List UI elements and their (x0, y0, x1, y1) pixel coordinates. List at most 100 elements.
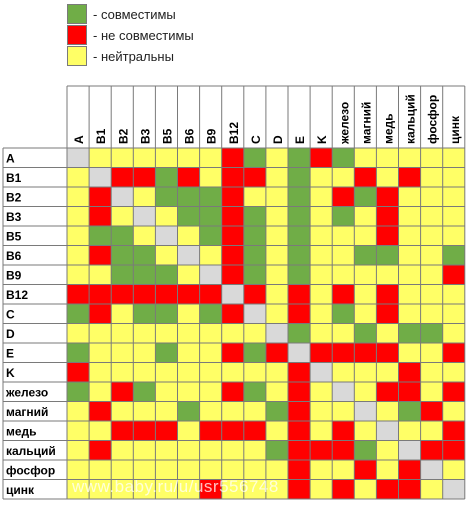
cell-A-B12 (221, 148, 244, 168)
cell-магний-цинк (442, 401, 465, 421)
cell-B5-B3 (133, 226, 156, 246)
cell-кальций-A (67, 440, 90, 460)
cell-B3-железо (332, 206, 355, 226)
cell-B1-B9 (199, 167, 222, 187)
cell-D-медь (376, 323, 399, 343)
cell-B6-B6 (177, 245, 200, 265)
cell-C-E (288, 304, 311, 324)
cell-B12-B1 (89, 284, 112, 304)
cell-B12-A (67, 284, 90, 304)
column-label: B3 (138, 128, 152, 144)
column-label: цинк (448, 115, 462, 144)
cell-A-B2 (111, 148, 134, 168)
cell-B9-магний (354, 265, 377, 285)
cell-C-B6 (177, 304, 200, 324)
column-label: фосфор (426, 95, 440, 144)
cell-E-A (67, 343, 90, 363)
cell-медь-B3 (133, 421, 156, 441)
cell-B3-магний (354, 206, 377, 226)
cell-B2-кальций (398, 187, 421, 207)
cell-медь-D (265, 421, 288, 441)
legend-swatch-incompatible (67, 25, 87, 45)
cell-магний-B3 (133, 401, 156, 421)
legend-swatch-neutral (67, 46, 87, 66)
cell-магний-B9 (199, 401, 222, 421)
cell-C-D (265, 304, 288, 324)
cell-магний-B12 (221, 401, 244, 421)
cell-B6-магний (354, 245, 377, 265)
cell-D-железо (332, 323, 355, 343)
cell-B1-K (310, 167, 333, 187)
cell-A-кальций (398, 148, 421, 168)
cell-цинк-B12 (221, 479, 244, 499)
cell-фосфор-B5 (155, 460, 178, 480)
cell-B2-B6 (177, 187, 200, 207)
cell-A-железо (332, 148, 355, 168)
cell-D-E (288, 323, 311, 343)
cell-кальций-D (265, 440, 288, 460)
cell-B9-B9 (199, 265, 222, 285)
cell-магний-железо (332, 401, 355, 421)
cell-B1-A (67, 167, 90, 187)
cell-D-B1 (89, 323, 112, 343)
cell-железо-B5 (155, 382, 178, 402)
cell-B2-цинк (442, 187, 465, 207)
legend-swatch-compatible (67, 4, 87, 24)
cell-B1-B5 (155, 167, 178, 187)
cell-B2-E (288, 187, 311, 207)
cell-A-C (243, 148, 266, 168)
row-label: C (6, 307, 15, 321)
cell-B6-E (288, 245, 311, 265)
cell-B5-фосфор (420, 226, 443, 246)
cell-B12-B3 (133, 284, 156, 304)
cell-B12-кальций (398, 284, 421, 304)
cell-B5-кальций (398, 226, 421, 246)
cell-D-D (265, 323, 288, 343)
cell-C-кальций (398, 304, 421, 324)
cell-E-B2 (111, 343, 134, 363)
cell-A-B9 (199, 148, 222, 168)
cell-медь-B12 (221, 421, 244, 441)
cell-медь-железо (332, 421, 355, 441)
cell-D-B2 (111, 323, 134, 343)
cell-B6-A (67, 245, 90, 265)
row-label: D (6, 327, 15, 341)
cell-магний-магний (354, 401, 377, 421)
cell-магний-D (265, 401, 288, 421)
cell-B3-цинк (442, 206, 465, 226)
cell-B5-железо (332, 226, 355, 246)
cell-B1-медь (376, 167, 399, 187)
cell-K-фосфор (420, 362, 443, 382)
cell-B9-кальций (398, 265, 421, 285)
cell-B3-B6 (177, 206, 200, 226)
cell-D-фосфор (420, 323, 443, 343)
cell-B3-B9 (199, 206, 222, 226)
cell-B5-C (243, 226, 266, 246)
cell-железо-D (265, 382, 288, 402)
cell-E-D (265, 343, 288, 363)
cell-K-кальций (398, 362, 421, 382)
cell-B5-медь (376, 226, 399, 246)
cell-железо-фосфор (420, 382, 443, 402)
cell-C-B2 (111, 304, 134, 324)
cell-B2-A (67, 187, 90, 207)
cell-железо-B6 (177, 382, 200, 402)
cell-медь-C (243, 421, 266, 441)
cell-B1-B1 (89, 167, 112, 187)
cell-K-A (67, 362, 90, 382)
cell-B12-K (310, 284, 333, 304)
cell-K-E (288, 362, 311, 382)
cell-B2-B3 (133, 187, 156, 207)
cell-K-железо (332, 362, 355, 382)
cell-D-B3 (133, 323, 156, 343)
cell-B1-B2 (111, 167, 134, 187)
cell-кальций-медь (376, 440, 399, 460)
column-label: E (293, 136, 307, 144)
cell-фосфор-B1 (89, 460, 112, 480)
cell-железо-кальций (398, 382, 421, 402)
cell-цинк-B2 (111, 479, 134, 499)
cell-кальций-магний (354, 440, 377, 460)
cell-кальций-кальций (398, 440, 421, 460)
cell-A-фосфор (420, 148, 443, 168)
cell-B6-B9 (199, 245, 222, 265)
